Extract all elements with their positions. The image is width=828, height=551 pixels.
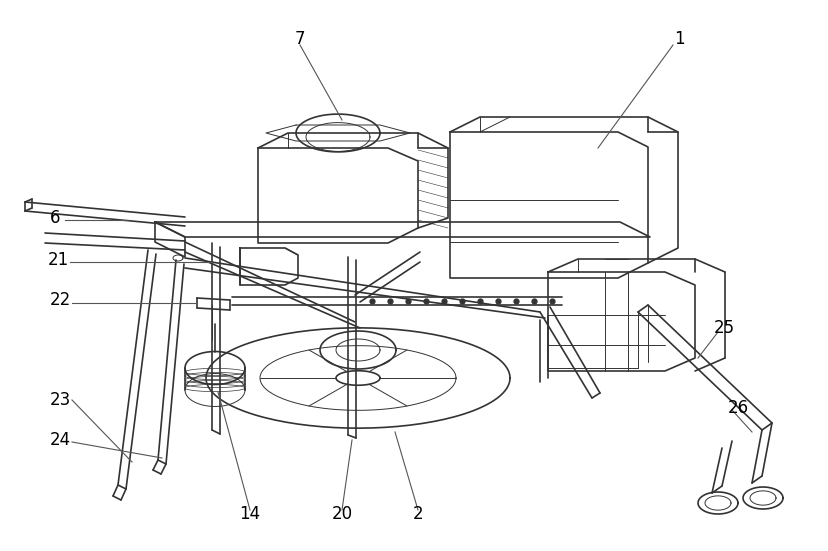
- Text: 20: 20: [331, 505, 352, 523]
- Text: 7: 7: [295, 30, 305, 48]
- Text: 24: 24: [50, 431, 70, 449]
- Text: 21: 21: [47, 251, 69, 269]
- Text: 6: 6: [50, 209, 60, 227]
- Text: 22: 22: [50, 291, 70, 309]
- Text: 14: 14: [239, 505, 260, 523]
- Text: 1: 1: [673, 30, 683, 48]
- Text: 23: 23: [50, 391, 70, 409]
- Text: 2: 2: [412, 505, 423, 523]
- Text: 26: 26: [726, 399, 748, 417]
- Text: 25: 25: [713, 319, 734, 337]
